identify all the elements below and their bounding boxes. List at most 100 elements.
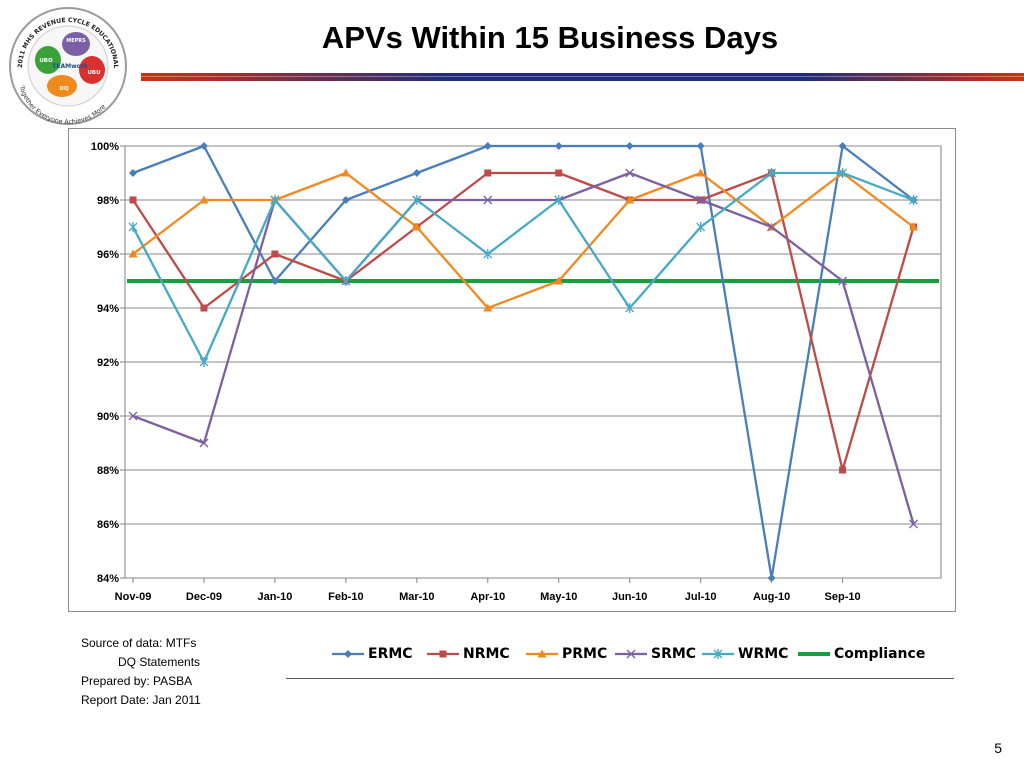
- point-ermc: [696, 142, 705, 150]
- logo-hand-meprs: MEPRS: [66, 38, 86, 44]
- point-nrmc: [271, 250, 279, 258]
- point-ermc: [838, 142, 847, 150]
- legend-item-ermc: ERMC: [330, 642, 413, 666]
- legend-label: Compliance: [834, 646, 926, 662]
- logo-center-text: TEAMwork: [52, 63, 88, 70]
- point-wrmc: [625, 303, 635, 313]
- series-line-wrmc: [131, 171, 914, 364]
- point-nrmc: [200, 304, 208, 312]
- y-tick-label: 92%: [97, 357, 119, 369]
- line-chart: 100% 98% 96% 94% 92% 90% 88% 86% 84% Nov-09 Dec-09…: [91, 141, 942, 603]
- point-prmc: [128, 249, 138, 258]
- legend-label: NRMC: [463, 646, 510, 662]
- point-prmc: [412, 222, 422, 231]
- conference-logo: 2011 MHS REVENUE CYCLE EDUCATIONAL CONFE…: [4, 4, 127, 126]
- legend-swatch-marker: [439, 650, 447, 658]
- point-wrmc: [483, 249, 493, 259]
- x-tick-label: Apr-10: [470, 591, 505, 603]
- source-notes: Source of data: MTFs DQ Statements Prepa…: [81, 634, 201, 710]
- point-wrmc: [767, 168, 777, 178]
- x-tick-label: May-10: [540, 591, 577, 603]
- y-tick-label: 86%: [97, 519, 119, 531]
- page-number: 5: [994, 740, 1002, 756]
- source-line: Source of data: MTFs: [81, 636, 197, 650]
- legend-swatch-marker: [344, 650, 352, 658]
- y-tick-label: 94%: [97, 303, 119, 315]
- legend-item-wrmc: WRMC: [700, 642, 788, 666]
- title-divider: [141, 73, 1024, 81]
- point-ermc: [554, 142, 563, 150]
- point-wrmc: [341, 276, 351, 286]
- point-wrmc: [199, 357, 209, 367]
- series-line-ermc: [132, 144, 915, 580]
- series-line-nrmc: [132, 171, 915, 472]
- point-prmc: [909, 222, 919, 231]
- point-ermc: [129, 169, 137, 177]
- prepared-by: Prepared by: PASBA: [81, 674, 193, 688]
- point-wrmc: [909, 195, 918, 205]
- point-ermc: [199, 142, 208, 150]
- legend-swatch: [798, 652, 830, 656]
- legend-item-prmc: PRMC: [524, 642, 607, 666]
- point-srmc: [838, 276, 848, 286]
- point-prmc: [341, 168, 351, 177]
- point-nrmc: [555, 169, 563, 177]
- y-tick-label: 84%: [97, 573, 119, 585]
- point-srmc: [767, 222, 777, 232]
- point-wrmc: [696, 222, 706, 232]
- series-line-prmc: [132, 171, 915, 310]
- point-prmc: [625, 195, 635, 204]
- point-prmc: [483, 303, 493, 312]
- legend-item-compliance: Compliance: [796, 642, 925, 666]
- legend-swatch: [702, 649, 734, 659]
- legend-swatch-marker: [537, 649, 547, 658]
- y-tick-label: 96%: [97, 249, 119, 261]
- y-tick-label: 100%: [91, 141, 119, 153]
- legend-swatch: [427, 650, 459, 658]
- logo-hand-ubo: UBO: [39, 58, 53, 64]
- legend-label: SRMC: [651, 646, 697, 662]
- legend-label: PRMC: [562, 646, 608, 662]
- point-ermc: [767, 574, 776, 582]
- point-prmc: [696, 168, 706, 177]
- point-ermc: [625, 142, 634, 150]
- point-srmc: [909, 519, 918, 529]
- point-wrmc: [412, 195, 422, 205]
- legend-item-srmc: SRMC: [613, 642, 696, 666]
- point-ermc: [341, 196, 350, 204]
- x-tick-label: Mar-10: [399, 591, 434, 603]
- x-tick-label: Dec-09: [186, 591, 222, 603]
- chart-legend: ERMC NRMC PRMC SRMC WRMC Compliance: [330, 642, 950, 668]
- x-tick-label: Sep-10: [825, 591, 861, 603]
- point-srmc: [483, 195, 493, 205]
- source-line-cont: DQ Statements: [118, 655, 201, 669]
- point-ermc: [270, 277, 279, 285]
- legend-divider: [286, 678, 954, 679]
- point-wrmc: [128, 222, 138, 232]
- point-ermc: [412, 169, 421, 177]
- x-tick-label: Aug-10: [753, 591, 790, 603]
- point-wrmc: [554, 195, 564, 205]
- series-line-srmc: [132, 171, 915, 525]
- point-prmc: [554, 276, 564, 285]
- point-nrmc: [129, 196, 137, 204]
- legend-swatch: [332, 650, 364, 658]
- logo-hand-ubu: UBU: [87, 70, 100, 76]
- legend-item-nrmc: NRMC: [425, 642, 510, 666]
- legend-swatch-marker: [626, 649, 636, 659]
- point-srmc: [625, 168, 635, 178]
- point-ermc: [483, 142, 492, 150]
- point-srmc: [128, 411, 138, 421]
- slide-title: APVs Within 15 Business Days: [321, 20, 779, 55]
- y-tick-label: 98%: [97, 195, 119, 207]
- point-srmc: [199, 438, 209, 448]
- logo-hand-dq: DQ: [59, 86, 69, 92]
- chart-area: 100% 98% 96% 94% 92% 90% 88% 86% 84% Nov-09 Dec-09…: [68, 128, 956, 612]
- y-tick-label: 88%: [97, 465, 119, 477]
- point-nrmc: [484, 169, 492, 177]
- y-tick-label: 90%: [97, 411, 119, 423]
- x-tick-label: Jun-10: [612, 591, 647, 603]
- legend-swatch: [615, 649, 647, 659]
- x-tick-label: Jan-10: [257, 591, 292, 603]
- point-wrmc: [838, 168, 848, 178]
